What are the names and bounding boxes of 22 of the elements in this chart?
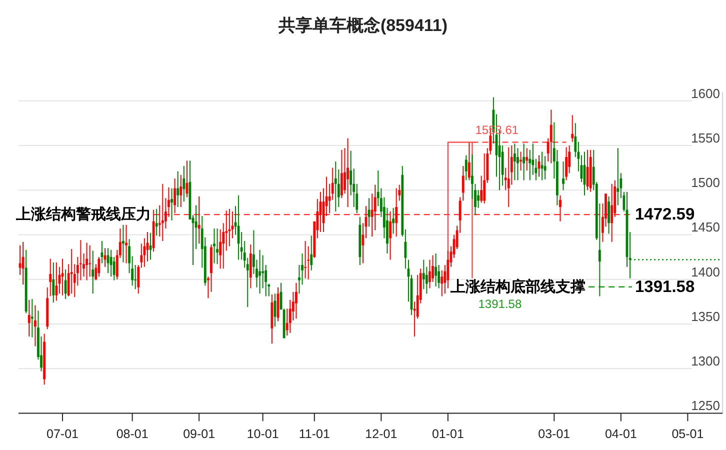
- y-tick-label: 1500: [691, 175, 720, 190]
- x-tick-label: 07-01: [46, 427, 79, 442]
- annotation: 1391.58: [635, 278, 695, 296]
- x-tick-label: 09-01: [183, 427, 216, 442]
- x-tick-label: 11-01: [298, 427, 330, 442]
- chart-title: 共享单车概念(859411): [277, 16, 448, 35]
- x-tick-label: 01-01: [432, 427, 464, 442]
- y-tick-label: 1600: [691, 86, 720, 101]
- ref-line-label: 上涨结构警戒线压力: [14, 206, 151, 224]
- y-tick-label: 1350: [691, 308, 720, 324]
- y-tick-label: 1250: [691, 398, 720, 414]
- annotation: 1391.58: [478, 296, 522, 311]
- y-tick-label: 1300: [691, 354, 720, 369]
- x-tick-label: 10-01: [246, 427, 279, 442]
- x-tick-label: 08-01: [116, 427, 148, 442]
- x-tick-label: 04-01: [604, 427, 637, 442]
- x-tick-label: 12-01: [365, 427, 398, 442]
- x-tick-label: 03-01: [538, 427, 570, 442]
- y-tick-label: 1550: [691, 130, 720, 146]
- x-tick-label: 05-01: [672, 427, 704, 442]
- ref-line-label: 上涨结构底部线支撑: [450, 277, 586, 296]
- y-tick-label: 1400: [691, 264, 720, 280]
